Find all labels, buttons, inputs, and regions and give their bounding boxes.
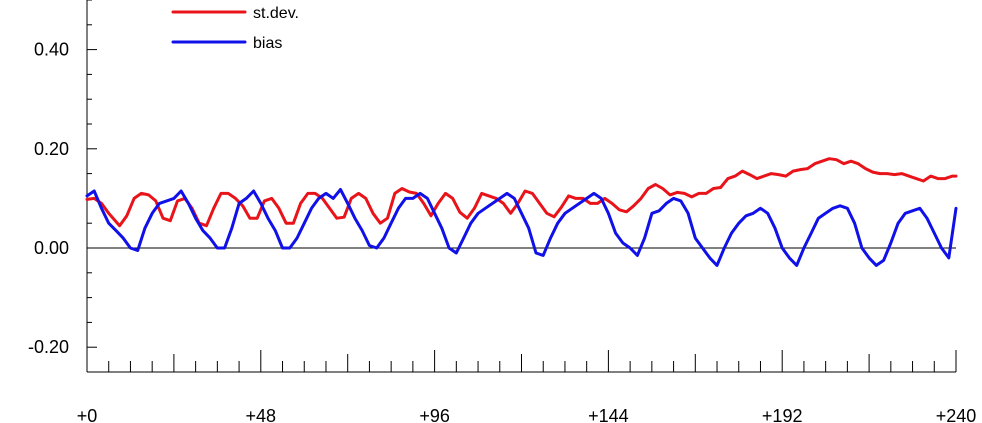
series-line-st-dev xyxy=(85,157,958,228)
y-tick-label: 0.20 xyxy=(34,139,69,159)
y-tick-label: 0.40 xyxy=(34,40,69,60)
x-tick-label: +48 xyxy=(246,406,277,423)
x-tick-label: +144 xyxy=(588,406,629,423)
tick-marks xyxy=(86,0,957,373)
tick-labels: -0.20 0.00 0.20 0.40 +0 +48 +96 +144 +192 +240 xyxy=(28,40,976,423)
legend: st.dev. bias xyxy=(171,5,299,52)
x-tick-label: +192 xyxy=(762,406,803,423)
axes xyxy=(86,0,956,373)
legend-label-bias: bias xyxy=(253,35,282,52)
y-tick-label: -0.20 xyxy=(28,337,69,357)
x-tick-label: +96 xyxy=(419,406,450,423)
series-lines xyxy=(85,157,958,267)
x-tick-label: +240 xyxy=(936,406,977,423)
legend-label-st-dev: st.dev. xyxy=(253,5,299,22)
series-line-bias xyxy=(85,188,958,267)
y-tick-label: 0.00 xyxy=(34,238,69,258)
x-tick-label: +0 xyxy=(77,406,98,423)
